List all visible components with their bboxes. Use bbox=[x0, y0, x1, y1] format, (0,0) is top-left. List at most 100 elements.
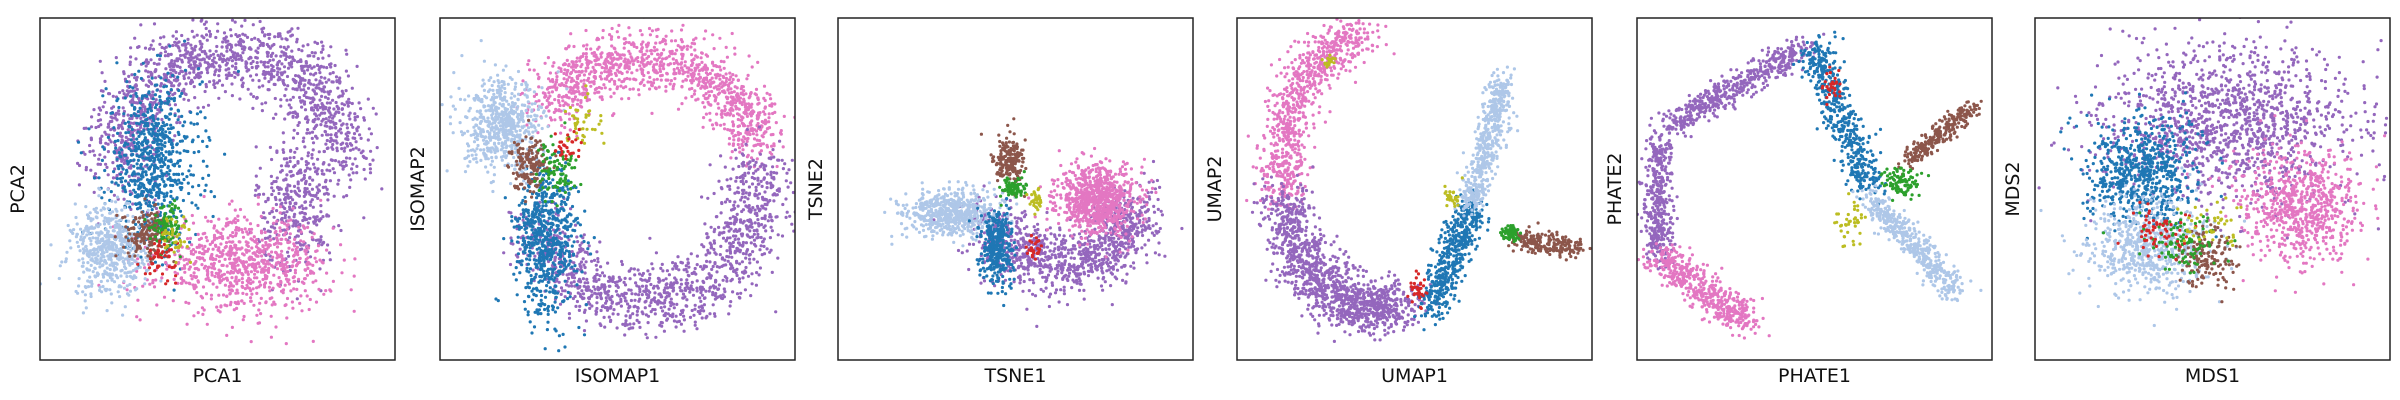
scatter-point bbox=[273, 195, 277, 200]
scatter-point bbox=[304, 182, 308, 186]
scatter-point bbox=[347, 101, 351, 105]
scatter-point bbox=[287, 111, 291, 115]
scatter-point bbox=[263, 247, 267, 251]
scatter-point bbox=[225, 333, 229, 337]
scatter-point bbox=[628, 52, 632, 56]
scatter-point bbox=[163, 254, 167, 258]
scatter-point bbox=[148, 243, 152, 247]
scatter-point bbox=[305, 64, 309, 68]
scatter-point bbox=[145, 163, 149, 167]
scatter-point bbox=[630, 71, 634, 75]
scatter-point bbox=[101, 145, 105, 149]
scatter-point bbox=[124, 219, 128, 223]
scatter-point bbox=[302, 240, 306, 244]
scatter-point bbox=[303, 108, 308, 112]
scatter-point bbox=[257, 321, 262, 325]
scatter-point bbox=[309, 269, 313, 273]
scatter-point bbox=[266, 65, 270, 69]
scatter-point bbox=[280, 259, 284, 263]
scatter-point bbox=[268, 58, 272, 63]
scatter-point bbox=[81, 239, 85, 243]
scatter-point bbox=[123, 305, 127, 309]
scatter-point bbox=[613, 71, 618, 75]
scatter-point bbox=[335, 146, 339, 150]
scatter-point bbox=[341, 112, 345, 116]
scatter-point bbox=[623, 57, 627, 61]
scatter-point bbox=[291, 57, 295, 61]
scatter-point bbox=[230, 50, 234, 54]
scatter-point bbox=[180, 114, 184, 118]
scatter-point bbox=[286, 219, 290, 223]
scatter-point bbox=[312, 65, 316, 69]
scatter-point bbox=[300, 157, 304, 161]
scatter-point bbox=[186, 50, 190, 54]
scatter-point bbox=[122, 92, 126, 96]
scatter-point bbox=[640, 47, 644, 51]
scatter-point bbox=[151, 140, 155, 144]
scatter-point bbox=[230, 265, 235, 270]
scatter-point bbox=[654, 69, 658, 73]
scatter-point bbox=[293, 212, 297, 216]
scatter-point bbox=[106, 150, 110, 154]
scatter-point bbox=[71, 231, 75, 235]
scatter-point bbox=[671, 84, 676, 88]
scatter-point bbox=[149, 150, 153, 155]
scatter-point bbox=[87, 268, 91, 272]
scatter-point bbox=[336, 106, 340, 110]
scatter-point bbox=[302, 136, 306, 140]
scatter-point bbox=[104, 228, 108, 232]
scatter-point bbox=[310, 136, 314, 140]
scatter-point bbox=[92, 108, 96, 112]
scatter-point bbox=[171, 230, 175, 234]
scatter-point bbox=[326, 243, 330, 247]
scatter-point bbox=[202, 22, 207, 26]
scatter-point bbox=[280, 37, 284, 41]
scatter-point bbox=[146, 75, 151, 79]
scatter-point bbox=[293, 81, 298, 85]
scatter-point bbox=[101, 275, 106, 279]
scatter-point bbox=[606, 55, 610, 59]
scatter-point bbox=[162, 231, 166, 235]
scatter-point bbox=[128, 205, 132, 209]
scatter-point bbox=[171, 299, 175, 303]
scatter-point bbox=[148, 272, 152, 276]
scatter-point bbox=[203, 60, 207, 64]
scatter-point bbox=[575, 102, 580, 106]
scatter-point bbox=[291, 206, 295, 210]
scatter-point bbox=[755, 138, 759, 142]
scatter-point bbox=[290, 60, 294, 64]
scatter-point bbox=[371, 158, 375, 162]
scatter-point bbox=[173, 199, 177, 203]
scatter-point bbox=[191, 248, 195, 252]
scatter-point bbox=[600, 86, 604, 90]
scatter-point bbox=[117, 109, 121, 113]
scatter-point bbox=[259, 296, 263, 300]
scatter-point bbox=[177, 224, 181, 228]
scatter-point bbox=[291, 219, 295, 223]
scatter-point bbox=[745, 77, 749, 81]
scatter-point bbox=[148, 282, 152, 286]
scatter-point bbox=[610, 77, 614, 81]
scatter-point bbox=[136, 253, 140, 257]
scatter-point bbox=[130, 257, 134, 261]
scatter-point bbox=[348, 156, 352, 160]
scatter-point bbox=[199, 110, 203, 114]
scatter-point bbox=[184, 281, 188, 285]
scatter-point bbox=[143, 46, 148, 50]
scatter-point bbox=[137, 246, 141, 250]
scatter-point bbox=[109, 140, 113, 144]
scatter-point bbox=[183, 68, 188, 72]
scatter-point bbox=[348, 117, 352, 121]
scatter-point bbox=[267, 285, 271, 289]
scatter-point bbox=[591, 65, 595, 69]
scatter-point bbox=[254, 66, 259, 70]
scatter-point bbox=[126, 251, 130, 255]
scatter-point bbox=[162, 195, 166, 199]
scatter-point bbox=[304, 91, 308, 95]
scatter-point bbox=[304, 192, 308, 196]
scatter-point bbox=[326, 198, 330, 202]
scatter-point bbox=[271, 206, 275, 211]
scatter-point bbox=[178, 49, 182, 53]
scatter-point bbox=[109, 128, 113, 132]
scatter-point bbox=[277, 276, 281, 280]
